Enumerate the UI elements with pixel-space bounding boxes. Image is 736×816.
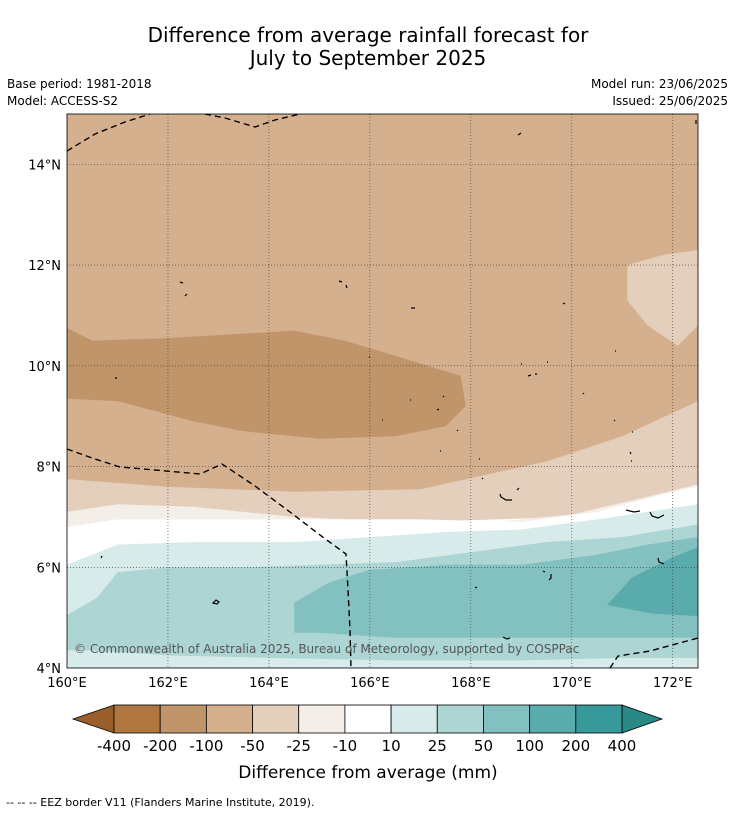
anomaly-regions: [67, 114, 698, 668]
colorbar-cell: [159, 704, 207, 734]
y-tick-label: 12°N: [28, 259, 61, 274]
x-tick-label: 172°E: [653, 676, 693, 691]
colorbar-left-arrow: [71, 704, 115, 734]
y-tick-label: 4°N: [37, 662, 62, 677]
colorbar-tick-label: 400: [608, 737, 637, 755]
latitude-tick-labels: 4°N 6°N 8°N 10°N 12°N 14°N: [28, 158, 61, 677]
colorbar-cell: [298, 704, 346, 734]
copyright-text: © Commonwealth of Australia 2025, Bureau…: [74, 642, 579, 656]
colorbar-tick-label: -25: [286, 737, 311, 755]
colorbar-title: Difference from average (mm): [238, 763, 497, 783]
colorbar-tick-label: -10: [333, 737, 358, 755]
colorbar-cell: [252, 704, 300, 734]
colorbar-tick-label: 100: [515, 737, 544, 755]
colorbar-cell: [390, 704, 438, 734]
y-tick-label: 8°N: [37, 461, 62, 476]
anomaly-region-8: [607, 547, 698, 617]
colorbar-tick-label: 25: [428, 737, 447, 755]
colorbar-right-arrow: [621, 704, 664, 734]
plot-frame: [66, 113, 699, 669]
colorbar-tick-label: 10: [382, 737, 401, 755]
model-run-text: Model run: 23/06/2025: [590, 77, 728, 91]
eez-border: [67, 114, 698, 668]
base-period-text: Base period: 1981-2018: [7, 77, 152, 91]
x-tick-label: 162°E: [148, 676, 188, 691]
colorbar-tick-label: -100: [189, 737, 223, 755]
anomaly-region-2: [67, 328, 466, 439]
x-tick-label: 166°E: [350, 676, 390, 691]
colorbar-cell: [436, 704, 484, 734]
x-tick-label: 164°E: [249, 676, 289, 691]
colorbar-tick-label: -400: [97, 737, 131, 755]
x-tick-label: 170°E: [552, 676, 592, 691]
chart-title-line1: Difference from average rainfall forecas…: [147, 23, 589, 47]
colorbar-tick-label: -50: [240, 737, 265, 755]
colorbar: -400 -200 -100 -50 -25 -10 10 25 50 100 200 400: [71, 704, 664, 755]
longitude-tick-labels: 160°E 162°E 164°E 166°E 168°E 170°E 172°E: [47, 676, 692, 691]
island-coastline: [100, 120, 697, 640]
colorbar-cell: [344, 704, 392, 734]
colorbar-tick-label: -200: [143, 737, 177, 755]
issued-text: Issued: 25/06/2025: [612, 94, 728, 108]
chart-title-line2: July to September 2025: [249, 46, 487, 70]
anomaly-region-7: [294, 537, 698, 638]
y-tick-label: 10°N: [28, 360, 61, 375]
y-tick-label: 14°N: [28, 158, 61, 173]
colorbar-tick-label: 200: [561, 737, 590, 755]
colorbar-cell: [113, 704, 161, 734]
x-tick-label: 160°E: [47, 676, 87, 691]
model-text: Model: ACCESS-S2: [7, 94, 119, 108]
footer-legend-text: -- -- -- EEZ border V11 (Flanders Marine…: [6, 796, 315, 809]
colorbar-cell: [575, 704, 623, 734]
colorbar-cell: [529, 704, 577, 734]
colorbar-cell: [483, 704, 531, 734]
x-tick-label: 168°E: [451, 676, 491, 691]
gridlines: [67, 114, 698, 668]
eez-border-line: [67, 114, 698, 668]
island-outlines: [100, 120, 697, 640]
y-tick-label: 6°N: [37, 561, 62, 576]
colorbar-tick-label: 50: [474, 737, 493, 755]
colorbar-cell: [205, 704, 253, 734]
